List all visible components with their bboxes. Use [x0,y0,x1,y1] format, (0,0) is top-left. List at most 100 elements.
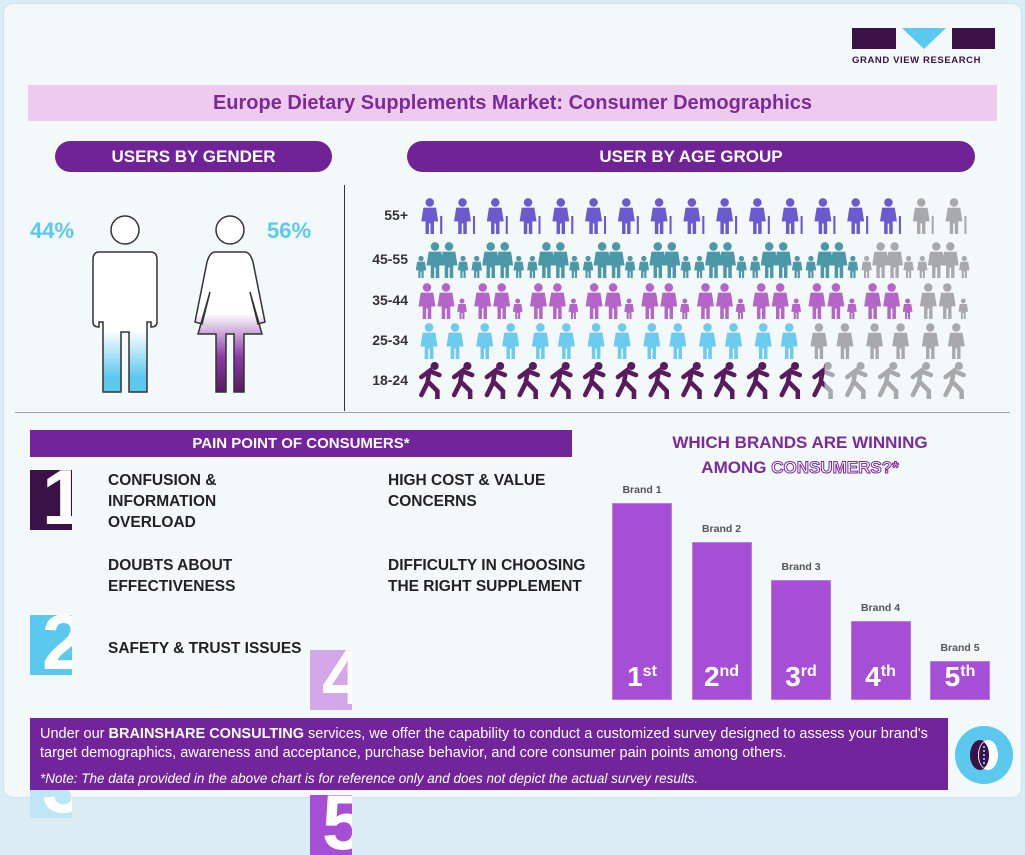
brand-label: Brand 2 [701,523,742,536]
runner-icon [943,362,966,399]
horizontal-divider [15,412,1010,413]
elderly-person-icon [716,198,738,234]
pain-point-number: 1 [42,470,72,530]
pain-point-number-1-icon: 1 [30,470,72,530]
bar-brand-3: 3rd [771,579,831,700]
parents-child-icon [641,283,690,319]
couple-icon [420,323,464,359]
footer-banner: Under our BRAINSHARE CONSULTING services… [30,718,948,790]
elderly-person-icon [519,198,541,234]
couple-icon [587,323,631,359]
couple-icon [866,323,909,359]
family-icon [527,242,580,278]
age-row-55+ [421,198,967,234]
age-label: 18-24 [372,372,408,388]
family-icon [415,242,469,278]
elderly-person-icon [683,198,705,234]
elderly-person-icon [781,198,803,234]
age-row-45-55 [415,242,970,278]
brands-title-line2b: CONSUMERS?* [771,458,900,478]
runner-icon [812,363,825,398]
pain-point-text: DOUBTS ABOUT EFFECTIVENESS [108,557,236,595]
elderly-person-icon [421,198,443,234]
parents-child-icon [864,283,913,319]
pain-point-header: PAIN POINT OF CONSUMERS* [30,430,572,457]
parents-child-icon [530,283,579,319]
runner-icon [845,362,868,399]
couple-icon [643,323,687,359]
female-percentage: 56% [267,218,312,243]
brand-label: Brand 4 [860,602,901,615]
elderly-person-icon [748,198,770,234]
runner-icon [517,362,540,399]
family-icon [805,242,859,278]
elderly-person-icon [814,198,836,234]
brands-title-line2a: AMONG [701,458,772,477]
pain-point-number-5-icon: 5 [310,795,352,855]
male-percentage: 44% [30,218,75,243]
bar-brand-4: 4th [850,621,911,700]
bar-rank-label: 5th [944,660,976,692]
family-icon [750,242,803,278]
elderly-person-icon [454,198,475,234]
runner-icon [582,362,606,399]
pain-point-text: SAFETY & TRUST ISSUES [108,640,302,657]
brands-title-line1: WHICH BRANDS ARE WINNING [672,433,928,452]
pain-point-number: 4 [322,650,352,710]
pain-point-number: 2 [42,615,72,675]
runner-icon [419,362,442,399]
elderly-person-icon [912,198,934,234]
elderly-person-icon [880,198,901,234]
couple-icon [699,323,742,359]
pain-point-number: 5 [322,795,352,855]
vertical-divider [344,185,345,411]
pain-point-number-4-icon: 4 [310,650,352,710]
runner-icon [714,362,737,399]
brainshare-consulting: BRAINSHARE CONSULTING [108,726,304,742]
age-row-35-44 [418,283,969,319]
runner-icon [681,362,704,399]
female-figure-icon [194,215,266,393]
bar-rank-label: 2nd [703,660,740,692]
bar-brand-5: 5th [930,660,990,700]
parents-child-icon [808,283,857,319]
runner-icon [910,362,934,399]
elderly-person-icon [945,198,967,234]
family-icon [861,242,914,278]
footer-note: *Note: The data provided in the above ch… [40,771,699,786]
runner-icon [550,362,573,399]
elderly-person-icon [486,198,508,234]
family-icon [917,242,970,278]
brainshare-icon [955,726,1013,784]
age-label: 55+ [384,207,408,223]
elderly-person-icon [650,198,672,234]
bar-brand-1: 1st [612,503,672,700]
age-header: USER BY AGE GROUP [407,141,975,172]
parents-child-icon [752,283,801,319]
age-row-18-24 [419,362,966,399]
elderly-person-icon [585,198,607,234]
bar-rank-label: 3rd [785,660,817,692]
runner-icon [877,362,901,399]
runner-icon [746,362,770,399]
age-label: 25-34 [372,332,408,348]
pain-point-text: DIFFICULTY IN CHOOSING THE RIGHT SUPPLEM… [388,557,586,595]
family-icon [471,242,524,278]
couple-icon [532,323,575,359]
bar-rank-label: 4th [865,660,896,692]
bar-rank-label: 1st [627,661,657,692]
couple-icon [476,323,520,359]
male-figure-icon [92,215,158,393]
couple-icon [754,323,798,359]
family-icon [582,242,636,278]
family-icon [694,242,747,278]
pain-point-text: CONFUSION & INFORMATION OVERLOAD [108,472,217,531]
parents-child-icon [474,283,523,319]
runner-icon [779,362,803,399]
page-title: Europe Dietary Supplements Market: Consu… [28,85,997,121]
runner-icon [648,362,671,399]
logo-text: GRAND VIEW RESEARCH [852,55,982,66]
elderly-person-icon [847,198,869,234]
runner-icon [451,362,475,399]
elderly-person-icon [552,198,574,234]
